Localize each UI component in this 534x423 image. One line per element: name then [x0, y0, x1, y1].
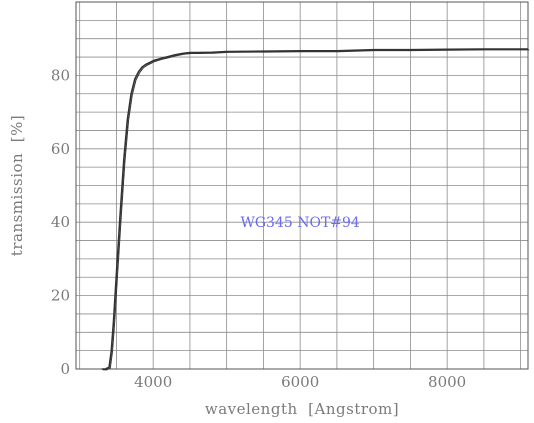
- tick-labels: 4000 6000 8000 0 20 40 60 80: [51, 66, 466, 391]
- y-tick-label: 40: [51, 213, 70, 231]
- y-tick-label: 20: [51, 287, 70, 305]
- filter-annotation: WG345 NOT#94: [240, 215, 359, 231]
- series-layer: [101, 48, 530, 371]
- x-tick-label: 8000: [428, 373, 466, 391]
- grid: [76, 1, 528, 370]
- plot-frame: [75, 1, 529, 370]
- x-tick-label: 4000: [134, 373, 172, 391]
- y-axis-title: transmission [%]: [8, 115, 26, 256]
- y-tick-label: 80: [51, 66, 70, 84]
- x-axis-title: wavelength [Angstrom]: [205, 400, 399, 418]
- y-tick-label: 0: [60, 360, 70, 378]
- y-tick-label: 60: [51, 140, 70, 158]
- transmission-curve: [101, 48, 528, 370]
- x-tick-label: 6000: [281, 373, 319, 391]
- transmission-curve-trace: [102, 49, 530, 371]
